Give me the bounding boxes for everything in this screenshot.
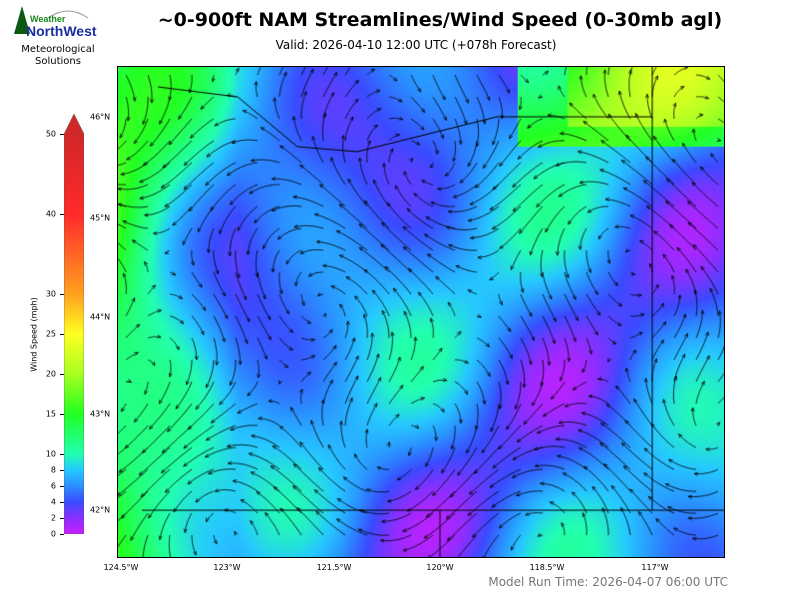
colorbar-tick <box>60 214 64 215</box>
colorbar-tick <box>60 414 64 415</box>
colorbar-tick <box>60 486 64 487</box>
longitude-label: 123°W <box>213 563 241 572</box>
colorbar-tick <box>60 502 64 503</box>
colorbar-label: Wind Speed (mph) <box>29 297 39 372</box>
latitude-label: 44°N <box>90 312 111 322</box>
colorbar <box>64 114 84 534</box>
colorbar-tick-label: 10 <box>45 449 56 459</box>
logo-tree-icon: Weather NorthWest <box>14 6 97 39</box>
colorbar-tick-label: 0 <box>50 529 56 539</box>
valid-time: Valid: 2026-04-10 12:00 UTC (+078h Forec… <box>275 38 557 52</box>
colorbar-tick-label: 2 <box>50 513 56 523</box>
colorbar-tick-label: 6 <box>50 481 56 491</box>
colorbar-tick-label: 4 <box>50 497 56 507</box>
longitude-label: 118.5°W <box>529 563 565 572</box>
svg-text:Weather: Weather <box>30 14 66 24</box>
colorbar-tick <box>60 374 64 375</box>
colorbar-tick-label: 15 <box>45 409 56 419</box>
svg-text:NorthWest: NorthWest <box>26 23 97 39</box>
latitude-label: 42°N <box>90 505 111 515</box>
longitude-label: 117°W <box>641 563 669 572</box>
wind-speed-map <box>117 66 725 558</box>
colorbar-tick <box>60 334 64 335</box>
colorbar-tick-label: 25 <box>45 329 56 339</box>
longitude-label: 121.5°W <box>316 563 352 572</box>
colorbar-tick-label: 8 <box>50 465 56 475</box>
model-run-time: Model Run Time: 2026-04-07 06:00 UTC <box>488 575 728 589</box>
map-title: ~0-900ft NAM Streamlines/Wind Speed (0-3… <box>157 9 723 31</box>
colorbar-tick <box>60 454 64 455</box>
colorbar-tick <box>60 134 64 135</box>
longitude-label: 124.5°W <box>103 563 139 572</box>
logo-subtitle: Meteorological Solutions <box>21 44 95 67</box>
latitude-label: 43°N <box>90 409 111 419</box>
latitude-label: 45°N <box>90 213 111 223</box>
colorbar-tick-label: 20 <box>45 369 56 379</box>
colorbar-tick <box>60 294 64 295</box>
weather-northwest-logo: Weather NorthWest <box>8 4 108 44</box>
colorbar-tick <box>60 534 64 535</box>
colorbar-tick-label: 40 <box>45 209 56 219</box>
longitude-label: 120°W <box>426 563 454 572</box>
latitude-label: 46°N <box>90 112 111 122</box>
colorbar-tick <box>60 518 64 519</box>
colorbar-tick-label: 50 <box>45 129 56 139</box>
colorbar-tick <box>60 470 64 471</box>
colorbar-tick-label: 30 <box>45 289 56 299</box>
